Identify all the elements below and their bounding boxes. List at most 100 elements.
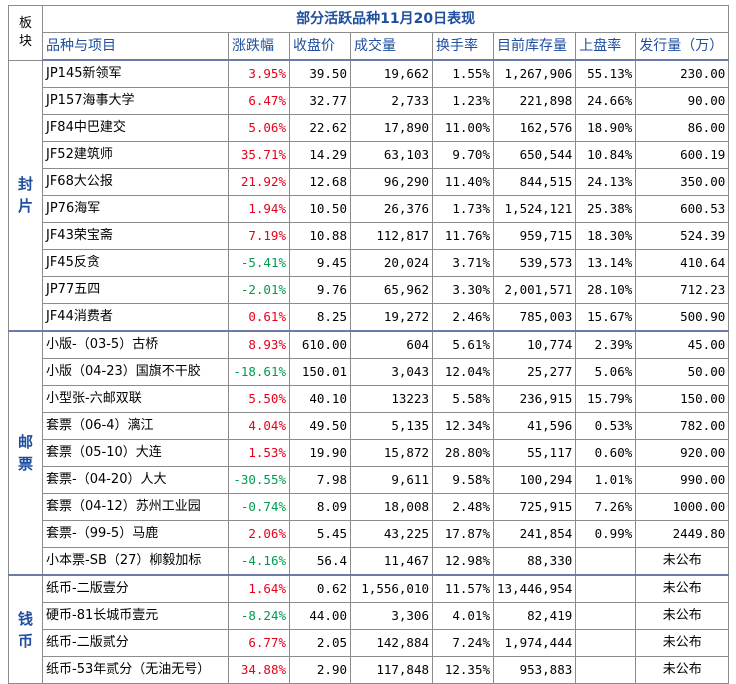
cell-turnover: 1.73% [432, 195, 494, 223]
cell-stock: 221,898 [492, 87, 577, 115]
cell-close: 150.01 [289, 358, 351, 386]
cell-issue: 920.00 [635, 439, 730, 467]
table-row: 套票（06-4）漓江 4.04% 49.50 5,135 12.34% 41,596 0.5… [9, 412, 730, 440]
cell-issue: 50.00 [635, 358, 730, 386]
cell-turnover: 17.87% [432, 520, 494, 548]
table-row: 套票-（99-5）马鹿 2.06% 5.45 43,225 17.87% 241,854 0… [9, 520, 730, 548]
cell-stock: 1,524,121 [492, 195, 577, 223]
cell-volume: 142,884 [350, 629, 433, 657]
cell-name: 纸币-二版壹分 [42, 574, 229, 603]
cell-change: 5.50% [228, 385, 290, 413]
cell-volume: 17,890 [350, 114, 433, 142]
cell-issue: 600.53 [635, 195, 730, 223]
cell-issue: 782.00 [635, 412, 730, 440]
cell-issue: 1000.00 [635, 493, 730, 521]
cell-volume: 2,733 [350, 87, 433, 115]
table-row: 邮票小版-（03-5）古桥 8.93% 610.00 604 5.61% 10,774 2.… [8, 330, 730, 576]
cell-close: 39.50 [289, 59, 351, 88]
cell-volume: 3,306 [350, 602, 433, 630]
cell-name: JF84中巴建交 [42, 114, 229, 142]
cell-change: 6.47% [228, 87, 290, 115]
section-label-char: 币 [17, 631, 33, 650]
cell-volume: 26,376 [350, 195, 433, 223]
table-row: JP157海事大学 6.47% 32.77 2,733 1.23% 221,898 24.6… [9, 87, 730, 115]
cell-issue: 350.00 [635, 168, 730, 196]
cell-issue: 524.39 [635, 222, 730, 250]
cell-close: 19.90 [289, 439, 351, 467]
cell-turnover: 5.58% [432, 385, 494, 413]
cell-issue: 86.00 [635, 114, 730, 142]
cell-rate [575, 547, 637, 576]
table-row: 封片 JP145新领军 3.95% 39.50 19,662 1.55% 1,267,906… [8, 59, 730, 332]
cell-stock: 25,277 [492, 358, 577, 386]
cell-turnover: 2.48% [432, 493, 494, 521]
cell-change: -4.16% [228, 547, 290, 576]
cell-rate: 15.67% [575, 303, 637, 332]
table-row: JF43荣宝斋 7.19% 10.88 112,817 11.76% 959,715 18.… [9, 222, 730, 250]
cell-volume: 15,872 [350, 439, 433, 467]
cell-rate: 0.53% [575, 412, 637, 440]
cell-name: JP157海事大学 [42, 87, 229, 115]
header-row: 品种与项目 涨跌幅 收盘价 成交量 换手率 目前库存量 上盘率 发行量（万） [9, 32, 730, 61]
table-row: 套票-（04-20）人大 -30.55% 7.98 9,611 9.58% 100,294… [9, 466, 730, 494]
cell-turnover: 7.24% [432, 629, 494, 657]
cell-rate [575, 629, 637, 657]
cell-close: 49.50 [289, 412, 351, 440]
cell-turnover: 12.34% [432, 412, 494, 440]
cell-stock: 725,915 [492, 493, 577, 521]
section-label-char: 票 [17, 455, 33, 473]
cell-close: 12.68 [289, 168, 351, 196]
cell-name: 纸币-53年贰分（无油无号） [42, 656, 229, 684]
cell-turnover: 1.55% [432, 59, 494, 88]
col-header-name: 品种与项目 [42, 32, 229, 61]
cell-turnover: 12.98% [432, 547, 494, 576]
cell-stock: 844,515 [492, 168, 577, 196]
cell-close: 40.10 [289, 385, 351, 413]
cell-change: 7.19% [228, 222, 290, 250]
cell-change: -30.55% [228, 466, 290, 494]
cell-change: 1.64% [228, 574, 290, 603]
cell-change: -0.74% [228, 493, 290, 521]
cell-rate [575, 656, 637, 684]
cell-rate [575, 602, 637, 630]
cell-change: 3.95% [228, 59, 290, 88]
cell-stock: 785,003 [492, 303, 577, 332]
cell-rate: 1.01% [575, 466, 637, 494]
cell-turnover: 9.70% [432, 141, 494, 169]
cell-turnover: 11.40% [432, 168, 494, 196]
table-title: 部分活跃品种11月20日表现 [41, 5, 730, 33]
cell-close: 44.00 [289, 602, 351, 630]
col-header-rate: 上盘率 [575, 32, 637, 61]
cell-issue: 未公布 [635, 602, 730, 630]
cell-change: -8.24% [228, 602, 290, 630]
cell-change: 1.94% [228, 195, 290, 223]
cell-name: 套票（05-10）大连 [42, 439, 229, 467]
cell-rate: 7.26% [575, 493, 637, 521]
cell-stock: 1,974,444 [492, 629, 577, 657]
board-header-line2: 块 [18, 33, 32, 49]
cell-turnover: 12.35% [432, 656, 494, 684]
cell-name: JP77五四 [42, 276, 229, 304]
cell-close: 8.25 [289, 303, 351, 332]
table-row: JP76海军 1.94% 10.50 26,376 1.73% 1,524,121 25.3… [9, 195, 730, 223]
cell-change: 1.53% [228, 439, 290, 467]
cell-close: 10.88 [289, 222, 351, 250]
cell-name: JP76海军 [42, 195, 229, 223]
cell-close: 10.50 [289, 195, 351, 223]
col-header-issue: 发行量（万） [635, 32, 730, 61]
cell-name: 套票-（99-5）马鹿 [42, 520, 229, 548]
cell-turnover: 9.58% [432, 466, 494, 494]
cell-rate: 55.13% [575, 59, 637, 88]
cell-volume: 96,290 [350, 168, 433, 196]
cell-stock: 88,330 [492, 547, 577, 576]
cell-turnover: 11.57% [432, 574, 494, 603]
cell-rate: 0.99% [575, 520, 637, 548]
cell-stock: 13,446,954 [492, 574, 577, 603]
cell-volume: 20,024 [350, 249, 433, 277]
col-header-turnover: 换手率 [432, 32, 494, 61]
cell-turnover: 11.00% [432, 114, 494, 142]
cell-stock: 162,576 [492, 114, 577, 142]
col-header-stock: 目前库存量 [492, 32, 577, 61]
cell-stock: 100,294 [492, 466, 577, 494]
board-header: 板 块 [8, 5, 43, 61]
